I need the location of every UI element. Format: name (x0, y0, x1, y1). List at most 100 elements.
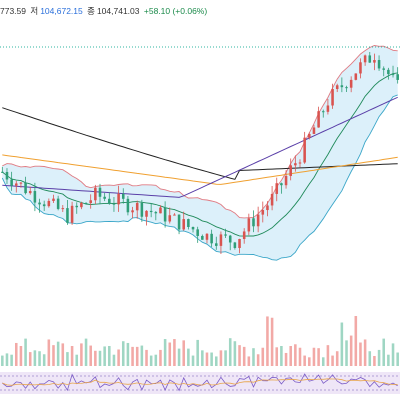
candle[interactable] (312, 124, 316, 135)
candle-body (289, 165, 292, 176)
candle-body (61, 208, 65, 210)
candle[interactable] (289, 158, 292, 181)
candle[interactable] (94, 184, 97, 205)
candle[interactable] (224, 228, 227, 238)
volume-bar (228, 338, 232, 366)
candle-body (284, 175, 288, 186)
candle[interactable] (294, 155, 297, 172)
candle[interactable] (28, 186, 32, 195)
candle[interactable] (75, 202, 79, 214)
candle[interactable] (149, 203, 153, 218)
candle[interactable] (359, 58, 362, 79)
candle[interactable] (340, 77, 344, 93)
candle[interactable] (242, 228, 246, 244)
candle[interactable] (335, 83, 339, 93)
candle[interactable] (391, 65, 395, 78)
volume-bar (33, 350, 37, 366)
candle[interactable] (56, 195, 60, 211)
candle[interactable] (103, 192, 106, 202)
candle[interactable] (173, 213, 176, 216)
candle[interactable] (15, 180, 18, 193)
candle-body (247, 218, 251, 232)
candle[interactable] (270, 185, 274, 211)
candle[interactable] (266, 201, 269, 217)
candle[interactable] (168, 207, 172, 224)
candle[interactable] (145, 210, 148, 226)
candle[interactable] (182, 211, 185, 231)
candle[interactable] (247, 213, 251, 236)
candle[interactable] (349, 76, 353, 93)
candle[interactable] (1, 166, 4, 173)
candle[interactable] (89, 194, 92, 209)
candle[interactable] (5, 168, 9, 184)
candle[interactable] (201, 234, 204, 240)
candle[interactable] (196, 226, 199, 243)
candle[interactable] (112, 196, 116, 212)
candle[interactable] (121, 188, 125, 204)
candle[interactable] (159, 205, 162, 214)
candle[interactable] (163, 201, 167, 228)
candle[interactable] (117, 185, 120, 212)
candle[interactable] (10, 171, 13, 191)
bollinger-lower-line (1, 94, 398, 261)
volume-bar (52, 345, 55, 366)
candle[interactable] (84, 202, 88, 204)
candle[interactable] (377, 55, 381, 71)
candle-body (359, 62, 362, 74)
candle[interactable] (252, 210, 255, 233)
candle[interactable] (373, 53, 376, 71)
candle[interactable] (205, 233, 209, 244)
candle[interactable] (47, 198, 51, 208)
candle[interactable] (70, 201, 74, 225)
candle[interactable] (298, 159, 302, 168)
candle[interactable] (52, 194, 55, 204)
candle[interactable] (191, 226, 195, 233)
candle[interactable] (275, 177, 279, 202)
candle[interactable] (210, 229, 213, 247)
candle[interactable] (303, 131, 306, 164)
candle[interactable] (66, 199, 69, 225)
volume-bar (298, 347, 302, 366)
candle[interactable] (326, 98, 330, 115)
candle[interactable] (98, 183, 102, 205)
candle-body (242, 231, 246, 240)
candle[interactable] (177, 214, 181, 235)
candle[interactable] (42, 200, 46, 211)
candle[interactable] (396, 67, 399, 84)
candle[interactable] (261, 201, 265, 223)
candle[interactable] (187, 218, 190, 230)
candle[interactable] (215, 236, 218, 250)
candle[interactable] (354, 73, 358, 81)
candle[interactable] (345, 85, 348, 92)
candle[interactable] (382, 66, 385, 77)
candle[interactable] (308, 132, 311, 140)
candle[interactable] (135, 200, 139, 219)
candle[interactable] (284, 170, 288, 189)
candle[interactable] (317, 106, 320, 128)
candle[interactable] (19, 181, 23, 188)
candle[interactable] (363, 54, 367, 66)
candle[interactable] (154, 210, 158, 221)
candle[interactable] (387, 67, 390, 80)
candle[interactable] (228, 234, 232, 251)
candle[interactable] (108, 192, 111, 205)
volume-bar (42, 354, 46, 366)
candle[interactable] (219, 231, 223, 255)
candle[interactable] (368, 51, 372, 63)
candle[interactable] (38, 198, 41, 213)
candle[interactable] (24, 176, 27, 195)
candle[interactable] (126, 195, 130, 216)
candle[interactable] (256, 206, 260, 233)
candle[interactable] (33, 182, 37, 212)
candle[interactable] (280, 182, 283, 194)
candle[interactable] (131, 206, 134, 219)
candle[interactable] (61, 205, 65, 213)
candle[interactable] (238, 238, 241, 254)
candle[interactable] (331, 83, 334, 109)
candle[interactable] (140, 199, 144, 222)
candle[interactable] (80, 201, 83, 210)
candle[interactable] (321, 109, 325, 118)
candle[interactable] (233, 241, 237, 250)
candle-body (159, 207, 162, 214)
